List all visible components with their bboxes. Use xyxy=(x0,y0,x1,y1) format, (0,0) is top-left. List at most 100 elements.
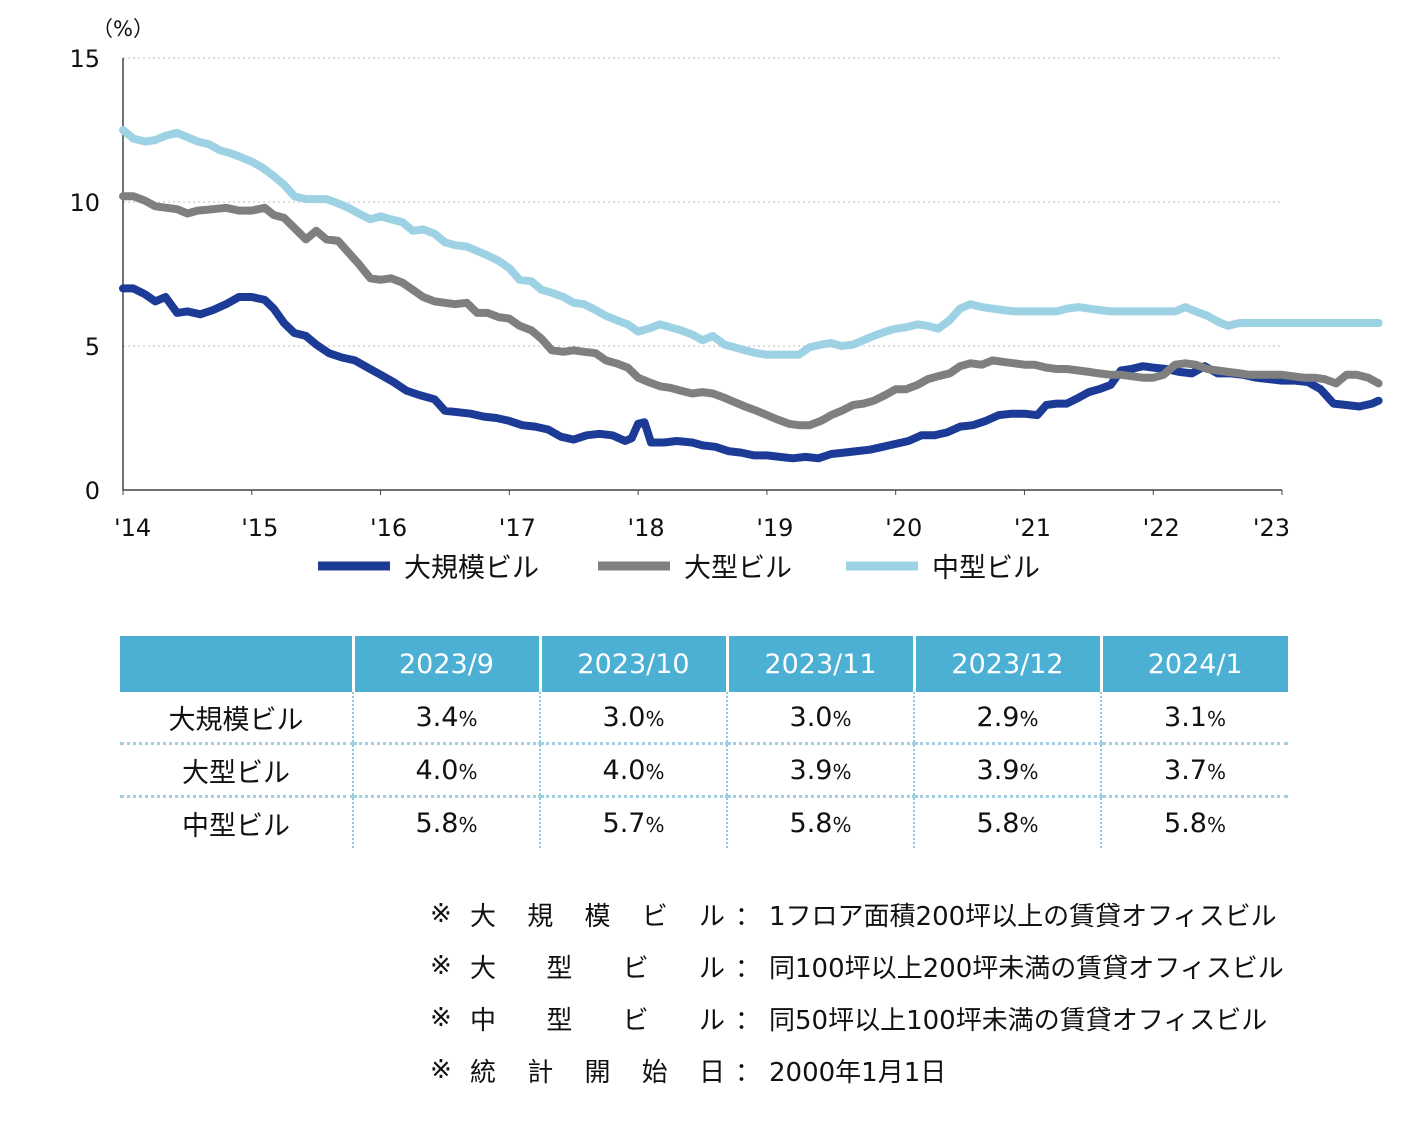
axes: 0 5 10 15 '14 '15 '16 '17 '18 '19 '20 '21 '22 '23 xyxy=(69,45,1290,542)
legend-label: 中型ビル xyxy=(932,553,1040,584)
vacancy-rate-table: 2023/9 2023/10 2023/11 2023/12 2024/1 大規… xyxy=(120,636,1288,848)
series-lines xyxy=(119,126,1383,463)
footnote-mark: ※ xyxy=(430,899,452,929)
footnote-term-char: ル xyxy=(698,953,725,984)
table-cell: 3.0% xyxy=(539,692,727,744)
table-header-row: 2023/9 2023/10 2023/11 2023/12 2024/1 xyxy=(120,636,1288,692)
table-header-month: 2023/11 xyxy=(725,636,914,692)
row-label: 大規模ビル xyxy=(168,704,304,736)
footnote-term-char: ビ xyxy=(622,953,649,984)
footnote-mark: ※ xyxy=(430,1003,452,1033)
footnote-mark: ※ xyxy=(430,1055,452,1085)
cell-value: 3.7 xyxy=(1164,754,1207,786)
cell-unit: % xyxy=(1019,812,1039,837)
footnote-colon: ： xyxy=(735,1005,762,1036)
cell-value: 3.1 xyxy=(1164,701,1207,733)
table-cell: 5.7% xyxy=(539,795,727,848)
table-cell: 4.0% xyxy=(352,742,540,797)
table-cell: 3.4% xyxy=(352,692,540,744)
table-row: 大規模ビル 3.4% 3.0% 3.0% 2.9% 3.1% xyxy=(120,692,1288,744)
table-cell: 5.8% xyxy=(1100,795,1288,848)
cell-unit: % xyxy=(645,812,665,837)
footnote-colon: ： xyxy=(735,1057,762,1088)
footnote-term: 統計開始日 xyxy=(470,1052,735,1089)
footnote-line: ※ 中 型 ビ ル ：同50坪以上100坪未満の賃貸オフィスビル xyxy=(430,992,1284,1044)
footnote-mark: ※ xyxy=(430,951,452,981)
footnote-term-char: 中 xyxy=(470,1005,497,1036)
cell-unit: % xyxy=(832,812,852,837)
x-tick-label: '23 xyxy=(1253,514,1290,542)
table-cell: 3.9% xyxy=(726,742,914,797)
footnote-term-char: 日 xyxy=(698,1057,725,1088)
table-header-month: 2024/1 xyxy=(1099,636,1288,692)
footnote-description: 同100坪以上200坪未満の賃貸オフィスビル xyxy=(769,953,1284,984)
table-cell: 2.9% xyxy=(913,692,1101,744)
cell-unit: % xyxy=(458,706,478,731)
table-header-month: 2023/10 xyxy=(538,636,727,692)
cell-unit: % xyxy=(832,706,852,731)
footnote-term: 大規模ビル xyxy=(470,896,735,933)
row-label: 中型ビル xyxy=(120,795,353,848)
x-tick-label: '18 xyxy=(628,514,665,542)
footnote-description: 1フロア面積200坪以上の賃貸オフィスビル xyxy=(769,901,1277,932)
legend: 大規模ビル 大型ビル 中型ビル xyxy=(318,553,1040,584)
table-cell: 5.8% xyxy=(726,795,914,848)
table-row: 中型ビル 5.8% 5.7% 5.8% 5.8% 5.8% xyxy=(120,795,1288,848)
cell-unit: % xyxy=(458,812,478,837)
footnote-term-char: 大 xyxy=(470,901,497,932)
x-tick-label: '19 xyxy=(756,514,793,542)
cell-value: 2.9 xyxy=(976,701,1020,733)
footnote-colon: ： xyxy=(735,901,762,932)
cell-unit: % xyxy=(1206,812,1226,837)
cell-unit: % xyxy=(645,706,665,731)
vacancy-rate-chart: （%） 0 5 10 15 '14 '15 '16 '17 '18 '19 '20 '21 '22 '23… xyxy=(69,17,1383,584)
footnote-description: 2000年1月1日 xyxy=(769,1057,947,1088)
cell-value: 3.9 xyxy=(976,754,1020,786)
cell-value: 3.9 xyxy=(789,754,833,786)
cell-unit: % xyxy=(458,759,478,784)
footnote-term-char: 始 xyxy=(641,1057,668,1088)
cell-unit: % xyxy=(645,759,665,784)
cell-value: 5.8 xyxy=(1164,807,1207,839)
x-tick-label: '20 xyxy=(885,514,922,542)
cell-value: 5.7 xyxy=(602,807,646,839)
x-tick-label: '16 xyxy=(370,514,407,542)
footnote-line: ※ 大規模ビル： 1フロア面積200坪以上の賃貸オフィスビル xyxy=(430,888,1284,940)
footnote-colon: ： xyxy=(735,953,762,984)
series-line xyxy=(119,284,1383,463)
cell-value: 3.0 xyxy=(789,701,833,733)
cell-value: 3.4 xyxy=(415,701,459,733)
cell-value: 5.8 xyxy=(976,807,1020,839)
footnote-term-char: 型 xyxy=(546,953,573,984)
footnotes: ※ 大規模ビル： 1フロア面積200坪以上の賃貸オフィスビル ※ 大型ビル：同100坪以… xyxy=(430,888,1284,1096)
cell-unit: % xyxy=(1206,759,1226,784)
grid-lines xyxy=(123,57,1282,347)
legend-label: 大型ビル xyxy=(684,553,792,584)
table-cell: 4.0% xyxy=(539,742,727,797)
cell-value: 5.8 xyxy=(789,807,833,839)
table-header-month: 2023/12 xyxy=(912,636,1101,692)
y-tick-label: 10 xyxy=(69,189,100,217)
footnote-term: 中型ビル xyxy=(470,1000,735,1037)
table-cell: 3.9% xyxy=(913,742,1101,797)
y-tick-label: 15 xyxy=(69,45,100,73)
footnote-term-char: ル xyxy=(698,1005,725,1036)
footnote-term-char: ル xyxy=(698,901,725,932)
cell-unit: % xyxy=(1019,759,1039,784)
table-cell: 5.8% xyxy=(913,795,1101,848)
footnote-line: ※ 大 型 ビ ル ：同100坪以上200坪未満の賃貸オフィスビル xyxy=(430,940,1284,992)
series-line xyxy=(119,192,1383,430)
table-cell: 3.1% xyxy=(1100,692,1288,744)
footnote-term-char: 計 xyxy=(527,1057,554,1088)
legend-label: 大規模ビル xyxy=(404,553,539,584)
y-tick-label: 0 xyxy=(85,477,100,505)
footnote-term-char: 開 xyxy=(584,1057,611,1088)
row-label: 大型ビル xyxy=(120,742,353,797)
x-tick-label: '21 xyxy=(1014,514,1051,542)
footnote-term-char: ビ xyxy=(622,1005,649,1036)
footnote-description: 同50坪以上100坪未満の賃貸オフィスビル xyxy=(769,1005,1268,1036)
x-tick-label: '15 xyxy=(241,514,278,542)
cell-value: 4.0 xyxy=(602,754,646,786)
footnote-term-char: 大 xyxy=(470,953,497,984)
cell-value: 5.8 xyxy=(415,807,459,839)
